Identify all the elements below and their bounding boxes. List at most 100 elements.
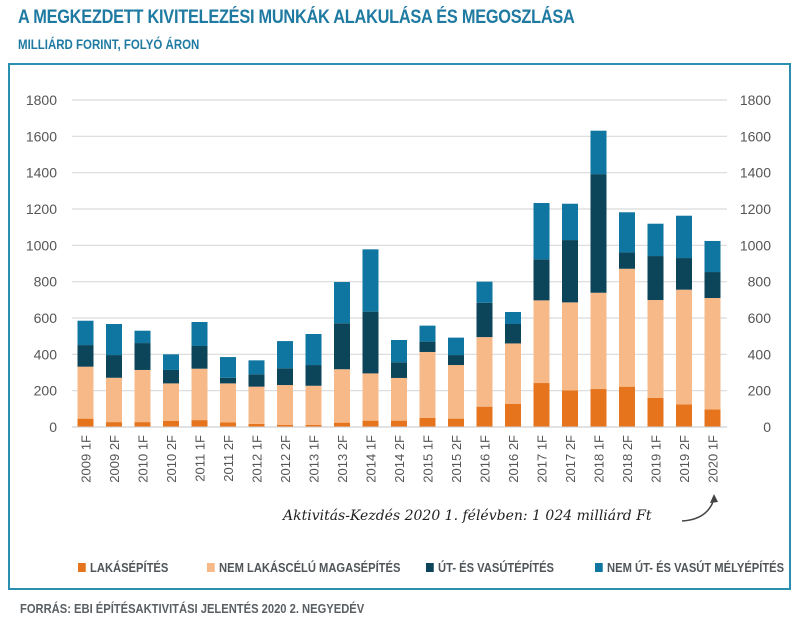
bar-segment-lakasepites xyxy=(419,417,436,427)
bar-segment-ut-vasut xyxy=(106,355,122,378)
x-tick-label: 2018 1F xyxy=(592,435,607,483)
x-tick-label: 2013 1F xyxy=(307,435,322,483)
bar-segment-nem-lakascelu xyxy=(476,337,493,407)
bar-stack xyxy=(391,339,407,427)
bar-segment-nem-ut-vasut xyxy=(277,341,293,369)
x-tick-label: 2012 1F xyxy=(250,435,265,483)
bar-segment-nem-lakascelu xyxy=(676,289,692,405)
bar-stack xyxy=(505,312,521,427)
bar-stack xyxy=(476,281,493,427)
y-tick-label-left: 1200 xyxy=(26,201,57,217)
bar-segment-lakasepites xyxy=(391,420,407,427)
bar-segment-nem-ut-vasut xyxy=(106,323,122,356)
bar-segment-lakasepites xyxy=(533,383,550,427)
bar-segment-nem-ut-vasut xyxy=(362,249,379,312)
bar-segment-nem-lakascelu xyxy=(704,298,721,410)
x-tick-label: 2015 1F xyxy=(421,435,436,483)
bar-stack xyxy=(277,341,293,427)
legend-label: NEM ÚT- ÉS VASÚT MÉLYÉPÍTÉS xyxy=(606,560,784,575)
bar-segment-lakasepites xyxy=(676,404,692,427)
bar-segment-ut-vasut xyxy=(476,302,493,338)
bar-segment-lakasepites xyxy=(248,423,265,427)
bar-stack xyxy=(220,357,236,427)
bar-segment-nem-lakascelu xyxy=(134,369,151,423)
bar-segment-lakasepites xyxy=(505,403,521,427)
bar-stack xyxy=(305,333,322,427)
y-tick-label-right: 1400 xyxy=(740,165,771,181)
x-tick-label: 2016 2F xyxy=(506,435,521,483)
bar-segment-nem-lakascelu xyxy=(448,365,464,419)
bar-stack xyxy=(191,321,208,427)
bar-stack xyxy=(533,203,550,427)
y-tick-label-right: 1600 xyxy=(740,128,771,144)
bar-segment-nem-lakascelu xyxy=(590,292,607,390)
bar-segment-nem-ut-vasut xyxy=(647,223,664,257)
bar-segment-ut-vasut xyxy=(305,365,322,386)
bar-segment-nem-lakascelu xyxy=(77,366,94,419)
legend-item-lakasepites: LAKÁSÉPÍTÉS xyxy=(78,560,168,575)
bar-segment-lakasepites xyxy=(476,406,493,427)
bar-stack xyxy=(448,337,464,427)
bar-segment-nem-lakascelu xyxy=(163,383,179,422)
legend-label: LAKÁSÉPÍTÉS xyxy=(90,560,169,575)
bar-segment-lakasepites xyxy=(305,425,322,427)
y-tick-label-left: 200 xyxy=(34,383,58,399)
y-axis-right: 0 200 400 600 800 1000 1200 1400 1600 1800 xyxy=(740,92,771,435)
bar-stack xyxy=(562,203,578,427)
bar-segment-ut-vasut xyxy=(704,272,721,299)
bar-segment-ut-vasut xyxy=(505,323,521,344)
chart-subtitle: MILLIÁRD FORINT, FOLYÓ ÁRON xyxy=(18,36,200,52)
bar-segment-nem-lakascelu xyxy=(562,302,578,391)
bar-segment-lakasepites xyxy=(562,390,578,427)
bar-segment-lakasepites xyxy=(277,425,293,427)
bar-segment-lakasepites xyxy=(704,409,721,427)
source-note: FORRÁS: EBI ÉPÍTÉSAKTIVITÁSI JELENTÉS 20… xyxy=(20,601,365,616)
bar-segment-ut-vasut xyxy=(248,374,265,387)
x-tick-label: 2020 1F xyxy=(706,435,721,483)
legend-item-nem-ut-vasut: NEM ÚT- ÉS VASÚT MÉLYÉPÍTÉS xyxy=(594,560,784,575)
bar-segment-nem-ut-vasut xyxy=(419,325,436,342)
y-tick-label-right: 200 xyxy=(748,383,772,399)
bar-segment-nem-lakascelu xyxy=(419,351,436,418)
bar-segment-ut-vasut xyxy=(647,256,664,301)
bar-stack xyxy=(647,223,664,427)
bar-stack xyxy=(163,354,179,427)
bar-segment-nem-ut-vasut xyxy=(334,282,350,324)
bar-segment-lakasepites xyxy=(647,397,664,427)
x-tick-label: 2010 1F xyxy=(136,435,151,483)
bar-segment-nem-lakascelu xyxy=(248,386,265,424)
x-tick-label: 2017 2F xyxy=(563,435,578,483)
bar-segment-nem-ut-vasut xyxy=(248,360,265,375)
bar-segment-nem-ut-vasut xyxy=(619,212,635,253)
bar-segment-nem-ut-vasut xyxy=(191,321,208,346)
bar-segment-nem-lakascelu xyxy=(619,268,635,387)
legend-swatch xyxy=(78,563,86,572)
bar-segment-lakasepites xyxy=(77,418,94,427)
x-tick-label: 2015 2F xyxy=(449,435,464,483)
y-tick-label-left: 1600 xyxy=(26,128,57,144)
x-tick-label: 2009 1F xyxy=(79,435,94,483)
bar-segment-ut-vasut xyxy=(191,345,208,369)
x-tick-label: 2012 2F xyxy=(278,435,293,483)
bar-segment-ut-vasut xyxy=(220,377,236,384)
y-tick-label-left: 0 xyxy=(49,419,57,435)
legend-item-nem-lakascelu: NEM LAKÁSCÉLÚ MAGASÉPÍTÉS xyxy=(207,560,400,575)
legend-swatch xyxy=(594,563,603,572)
bar-segment-lakasepites xyxy=(590,389,607,427)
bar-stack xyxy=(704,240,721,427)
bar-segment-ut-vasut xyxy=(562,240,578,303)
y-tick-label-right: 1800 xyxy=(740,92,771,108)
x-tick-label: 2011 1F xyxy=(193,435,208,482)
bar-segment-ut-vasut xyxy=(163,369,179,384)
bar-segment-ut-vasut xyxy=(391,362,407,378)
bar-segment-ut-vasut xyxy=(419,341,436,352)
total-annotation: Aktivitás-Kezdés 2020 1. félévben: 1 024… xyxy=(283,508,652,524)
y-tick-label-right: 400 xyxy=(748,346,772,362)
x-tick-label: 2009 2F xyxy=(107,435,122,483)
x-tick-label: 2018 2F xyxy=(620,435,635,483)
bar-segment-ut-vasut xyxy=(448,355,464,366)
bar-segment-nem-lakascelu xyxy=(533,300,550,384)
bar-segment-nem-ut-vasut xyxy=(505,312,521,324)
bar-segment-nem-lakascelu xyxy=(362,373,379,421)
annotation-arrow xyxy=(681,498,715,522)
